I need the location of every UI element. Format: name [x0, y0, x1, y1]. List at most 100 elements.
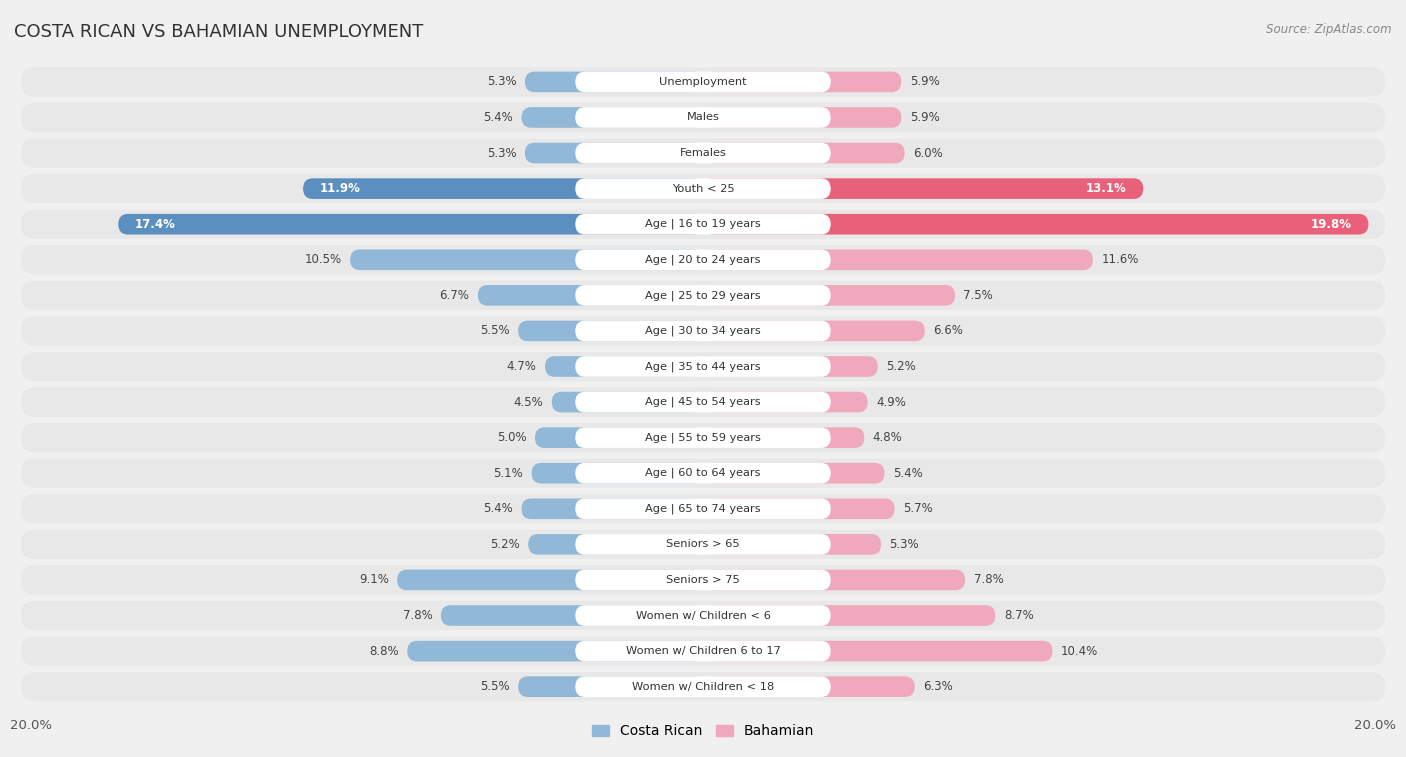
Text: Women w/ Children 6 to 17: Women w/ Children 6 to 17 — [626, 646, 780, 656]
FancyBboxPatch shape — [408, 640, 703, 662]
FancyBboxPatch shape — [118, 214, 703, 235]
FancyBboxPatch shape — [21, 210, 1385, 238]
Text: 4.8%: 4.8% — [873, 431, 903, 444]
FancyBboxPatch shape — [441, 605, 703, 626]
FancyBboxPatch shape — [575, 499, 831, 519]
FancyBboxPatch shape — [703, 640, 1053, 662]
FancyBboxPatch shape — [21, 565, 1385, 594]
FancyBboxPatch shape — [529, 534, 703, 555]
Text: Age | 55 to 59 years: Age | 55 to 59 years — [645, 432, 761, 443]
FancyBboxPatch shape — [703, 321, 925, 341]
FancyBboxPatch shape — [575, 285, 831, 306]
FancyBboxPatch shape — [703, 463, 884, 484]
FancyBboxPatch shape — [703, 107, 901, 128]
Text: Age | 30 to 34 years: Age | 30 to 34 years — [645, 326, 761, 336]
Text: Unemployment: Unemployment — [659, 77, 747, 87]
FancyBboxPatch shape — [575, 107, 831, 128]
FancyBboxPatch shape — [575, 676, 831, 697]
Text: 10.4%: 10.4% — [1062, 645, 1098, 658]
Text: Age | 20 to 24 years: Age | 20 to 24 years — [645, 254, 761, 265]
FancyBboxPatch shape — [534, 428, 703, 448]
FancyBboxPatch shape — [350, 250, 703, 270]
Text: 8.7%: 8.7% — [1004, 609, 1033, 622]
FancyBboxPatch shape — [21, 67, 1385, 96]
FancyBboxPatch shape — [575, 321, 831, 341]
FancyBboxPatch shape — [21, 388, 1385, 416]
FancyBboxPatch shape — [703, 534, 882, 555]
Text: 9.1%: 9.1% — [359, 574, 389, 587]
FancyBboxPatch shape — [396, 569, 703, 590]
FancyBboxPatch shape — [21, 174, 1385, 203]
FancyBboxPatch shape — [524, 72, 703, 92]
Text: 6.7%: 6.7% — [440, 289, 470, 302]
Text: 5.9%: 5.9% — [910, 111, 939, 124]
Text: Age | 25 to 29 years: Age | 25 to 29 years — [645, 290, 761, 301]
FancyBboxPatch shape — [524, 143, 703, 164]
Text: 7.8%: 7.8% — [402, 609, 433, 622]
Text: 5.3%: 5.3% — [890, 538, 920, 551]
FancyBboxPatch shape — [703, 285, 955, 306]
FancyBboxPatch shape — [21, 352, 1385, 381]
FancyBboxPatch shape — [703, 605, 995, 626]
Text: Age | 35 to 44 years: Age | 35 to 44 years — [645, 361, 761, 372]
FancyBboxPatch shape — [21, 245, 1385, 274]
FancyBboxPatch shape — [551, 392, 703, 413]
FancyBboxPatch shape — [575, 250, 831, 270]
Text: 8.8%: 8.8% — [370, 645, 399, 658]
FancyBboxPatch shape — [519, 676, 703, 697]
Text: 5.4%: 5.4% — [893, 467, 922, 480]
Text: Age | 60 to 64 years: Age | 60 to 64 years — [645, 468, 761, 478]
FancyBboxPatch shape — [519, 321, 703, 341]
Text: 6.3%: 6.3% — [924, 681, 953, 693]
FancyBboxPatch shape — [575, 605, 831, 626]
Text: 19.8%: 19.8% — [1310, 218, 1351, 231]
FancyBboxPatch shape — [703, 569, 965, 590]
FancyBboxPatch shape — [575, 428, 831, 448]
Text: Females: Females — [679, 148, 727, 158]
FancyBboxPatch shape — [522, 107, 703, 128]
FancyBboxPatch shape — [703, 143, 904, 164]
FancyBboxPatch shape — [21, 139, 1385, 167]
Text: 5.5%: 5.5% — [479, 325, 510, 338]
Text: 5.7%: 5.7% — [903, 503, 932, 516]
FancyBboxPatch shape — [703, 499, 894, 519]
FancyBboxPatch shape — [703, 357, 877, 377]
FancyBboxPatch shape — [522, 499, 703, 519]
FancyBboxPatch shape — [21, 316, 1385, 345]
Text: 7.5%: 7.5% — [963, 289, 993, 302]
FancyBboxPatch shape — [575, 463, 831, 484]
Text: 5.3%: 5.3% — [486, 147, 516, 160]
FancyBboxPatch shape — [575, 357, 831, 377]
Text: Women w/ Children < 6: Women w/ Children < 6 — [636, 611, 770, 621]
FancyBboxPatch shape — [575, 143, 831, 164]
Text: COSTA RICAN VS BAHAMIAN UNEMPLOYMENT: COSTA RICAN VS BAHAMIAN UNEMPLOYMENT — [14, 23, 423, 41]
Text: Seniors > 65: Seniors > 65 — [666, 540, 740, 550]
Text: 7.8%: 7.8% — [973, 574, 1004, 587]
FancyBboxPatch shape — [575, 392, 831, 413]
Text: 4.5%: 4.5% — [513, 396, 543, 409]
FancyBboxPatch shape — [575, 569, 831, 590]
Text: 5.2%: 5.2% — [886, 360, 915, 373]
FancyBboxPatch shape — [703, 179, 1143, 199]
Text: Age | 65 to 74 years: Age | 65 to 74 years — [645, 503, 761, 514]
FancyBboxPatch shape — [575, 534, 831, 555]
FancyBboxPatch shape — [703, 428, 865, 448]
Text: 5.9%: 5.9% — [910, 76, 939, 89]
FancyBboxPatch shape — [478, 285, 703, 306]
FancyBboxPatch shape — [21, 494, 1385, 523]
FancyBboxPatch shape — [575, 214, 831, 235]
Text: Males: Males — [686, 113, 720, 123]
Text: 11.6%: 11.6% — [1101, 254, 1139, 266]
FancyBboxPatch shape — [21, 637, 1385, 665]
FancyBboxPatch shape — [546, 357, 703, 377]
Text: 11.9%: 11.9% — [321, 182, 361, 195]
Text: 13.1%: 13.1% — [1085, 182, 1126, 195]
Text: 6.0%: 6.0% — [912, 147, 943, 160]
Text: Age | 45 to 54 years: Age | 45 to 54 years — [645, 397, 761, 407]
FancyBboxPatch shape — [575, 72, 831, 92]
FancyBboxPatch shape — [21, 672, 1385, 701]
FancyBboxPatch shape — [531, 463, 703, 484]
FancyBboxPatch shape — [21, 601, 1385, 630]
Text: Women w/ Children < 18: Women w/ Children < 18 — [631, 681, 775, 692]
Text: Age | 16 to 19 years: Age | 16 to 19 years — [645, 219, 761, 229]
